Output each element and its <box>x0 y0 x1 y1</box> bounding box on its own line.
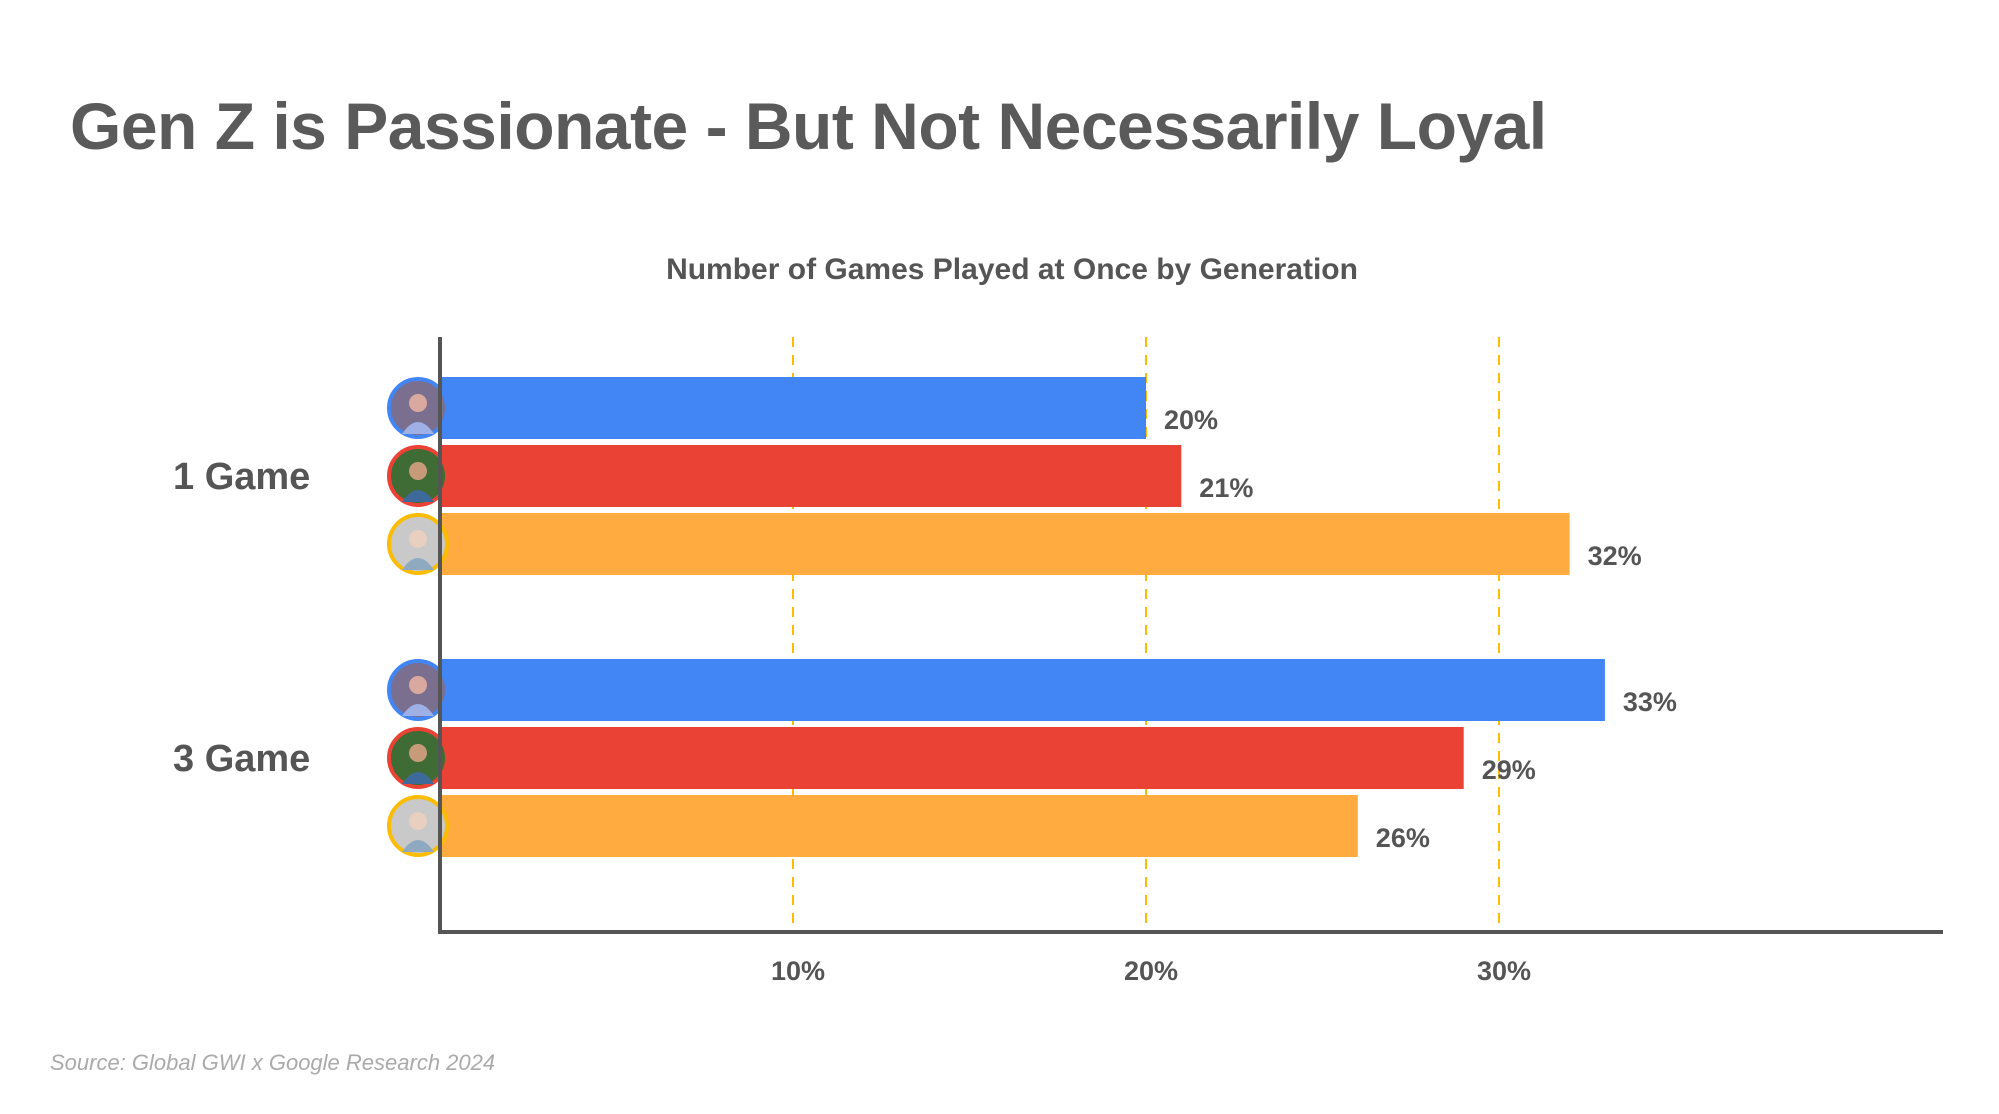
value-label: 26% <box>1376 823 1430 853</box>
avatar-body <box>402 490 434 502</box>
x-tick-label: 20% <box>1124 956 1178 986</box>
value-label: 33% <box>1623 687 1677 717</box>
bar <box>440 377 1146 439</box>
avatar-face <box>409 530 427 548</box>
avatar-face <box>409 812 427 830</box>
avatar-body <box>402 840 434 852</box>
avatar-face <box>409 676 427 694</box>
category-label: 3 Game <box>173 738 310 780</box>
x-tick-label: 30% <box>1477 956 1531 986</box>
avatar-body <box>402 558 434 570</box>
avatar-body <box>402 772 434 784</box>
chart-title: Number of Games Played at Once by Genera… <box>666 253 1358 286</box>
value-label: 32% <box>1588 541 1642 571</box>
avatar-face <box>409 462 427 480</box>
value-label: 20% <box>1164 405 1218 435</box>
avatar-body <box>402 422 434 434</box>
bar <box>440 659 1605 721</box>
value-label: 21% <box>1199 473 1253 503</box>
value-label: 29% <box>1482 755 1536 785</box>
page-title: Gen Z is Passionate - But Not Necessaril… <box>70 89 1547 163</box>
avatar-face <box>409 744 427 762</box>
bar <box>440 513 1570 575</box>
bar <box>440 795 1358 857</box>
bar <box>440 445 1182 507</box>
bar <box>440 727 1464 789</box>
avatar-face <box>409 394 427 412</box>
avatar-body <box>402 704 434 716</box>
x-tick-label: 10% <box>771 956 825 986</box>
source-note: Source: Global GWI x Google Research 202… <box>50 1050 496 1075</box>
category-label: 1 Game <box>173 456 310 498</box>
